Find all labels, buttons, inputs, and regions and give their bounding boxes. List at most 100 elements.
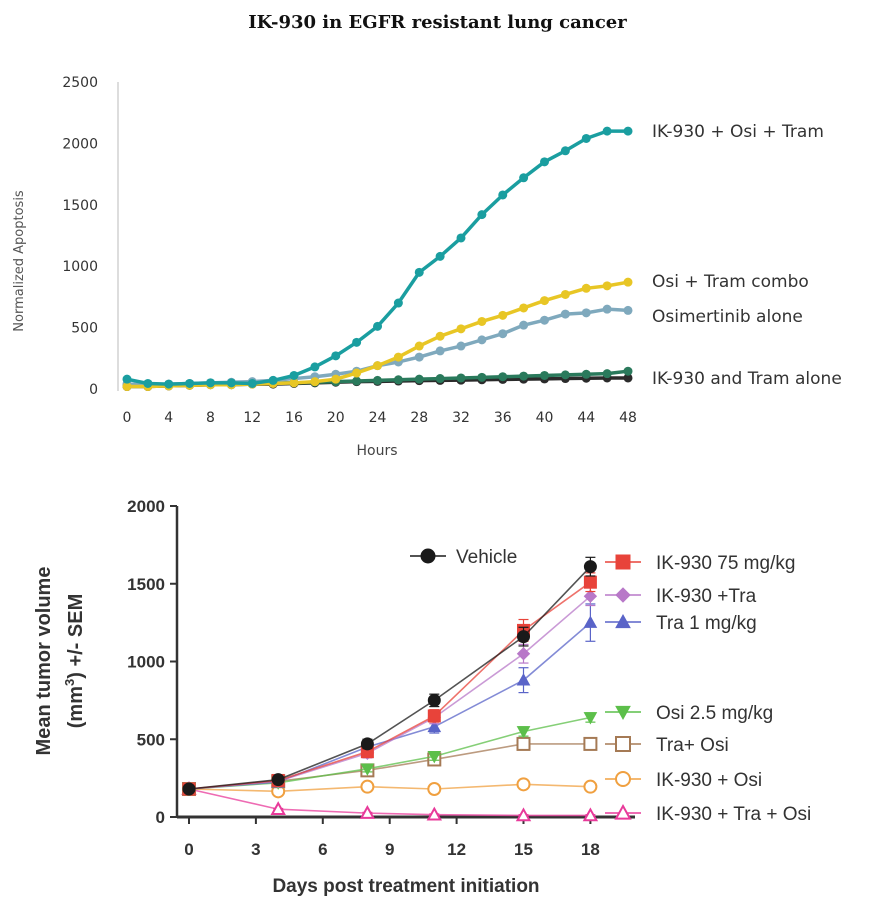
chart1-x-tick-label: 0 [123,410,132,426]
chart1-series-label: Osi + Tram combo [652,272,809,292]
chart1-data-point [185,378,195,388]
chart2-data-point [270,801,286,816]
chart1-data-point [247,378,257,388]
chart2-legend-entry: IK-930 + Osi [605,770,762,791]
chart2-x-axis-label: Days post treatment initiation [272,876,539,897]
chart2-legend-marker [615,613,631,629]
chart2-data-point [517,630,530,644]
chart1-data-point [519,303,529,313]
chart2-y-axis-label-units: (mm3) +/- SEM [62,594,87,728]
chart2-series-line-4 [188,716,591,790]
chart2-series-line-0 [188,566,591,790]
chart2-data-point [516,673,531,686]
chart2-legend-marker [615,554,631,570]
chart1-data-point [602,281,612,291]
chart1-x-tick-label: 20 [327,410,345,426]
chart1-series-label: IK-930 + Osi + Tram [652,122,824,142]
chart2-series-line-6 [188,783,591,793]
chart1-series-line-1 [127,280,629,389]
chart2-y-tick-label: 2000 [127,497,165,516]
chart2-legend-label: Osi 2.5 mg/kg [656,703,773,724]
chart1-x-tick-label: 28 [410,410,428,426]
chart1-x-tick-label: 16 [285,410,303,426]
chart2-x-tick-label: 18 [581,840,600,859]
chart1-data-point [435,374,445,384]
chart2-data-point [583,615,598,628]
chart1-data-point [414,352,424,362]
chart1-data-point [498,372,508,382]
chart1-data-point [206,378,215,388]
chart2-data-point [427,709,441,723]
chart1-data-point [456,324,466,334]
chart2-legend-label: IK-930 75 mg/kg [656,553,795,574]
chart1-data-point [581,283,591,293]
chart2-data-point [582,807,599,822]
chart1-data-point [602,304,612,314]
chart2-data-point [583,575,597,589]
chart1-y-tick-label: 0 [89,382,98,398]
chart1-data-point [519,320,529,330]
chart2-y-tick-label: 1000 [127,653,165,672]
chart1-y-axis-label: Normalized Apoptosis [12,190,27,332]
chart1-data-point [310,377,320,387]
chart1-data-point [540,315,549,325]
chart2-legend-entry: Vehicle [410,547,517,568]
chart1-data-point [122,382,132,392]
chart2-data-point [427,782,442,797]
chart1-data-point [560,309,570,319]
chart1-data-point [498,310,508,320]
chart1-x-tick-label: 32 [452,410,470,426]
chart2-data-point [359,805,376,819]
chart1-series-label: IK-930 and Tram alone [652,369,842,389]
chart1-data-point [414,374,424,384]
chart1-data-point [456,373,466,383]
chart1-y-tick-label: 1500 [62,198,98,214]
chart2-legend-marker [420,548,436,564]
chart2-data-point [360,737,374,751]
chart1-data-point [623,366,633,376]
chart2-data-point [583,589,598,603]
chart2-legend-marker [615,705,631,721]
chart1-data-point [560,370,570,380]
page-title: IK-930 in EGFR resistant lung cancer [248,12,627,33]
chart2-legend-marker [615,736,631,752]
chart1-y-tick-label: 2500 [62,75,98,91]
chart1-data-point [393,352,403,362]
chart1-x-tick-label: 48 [619,410,637,426]
chart1-data-point [414,267,424,277]
chart2-y-tick-label: 0 [156,808,165,827]
chart1-data-point [435,251,445,261]
chart1-data-point [560,289,570,299]
chart2-data-point [271,773,285,787]
chart1-x-tick-label: 44 [577,410,595,426]
chart2-legend-entry: Tra+ Osi [605,735,729,756]
chart1-x-tick-label: 24 [369,410,387,426]
chart2-data-point [583,560,597,574]
chart2-legend-entry: Osi 2.5 mg/kg [605,703,773,724]
chart1-data-point [289,378,299,388]
chart1-data-point [581,308,591,318]
chart1-data-point [268,375,278,385]
chart1-y-tick-label: 2000 [62,136,98,152]
chart2-x-tick-label: 6 [318,840,327,859]
chart1-y-tick-label: 500 [71,321,98,337]
chart2-y-tick-label: 1500 [127,575,165,594]
chart1-data-point [623,277,633,287]
chart2-legend-entry: Tra 1 mg/kg [605,613,757,634]
chart2-data-point [515,807,532,822]
chart1-data-point [602,369,612,379]
chart2-legend-label: IK-930 + Osi [656,770,762,791]
chart1-series-line-2 [126,307,629,387]
chart1-data-point [352,376,362,386]
chart2-legend-entry: IK-930 75 mg/kg [605,553,795,574]
chart1-data-point [519,173,529,183]
chart1-data-point [352,368,362,378]
chart1-data-point [456,341,466,351]
chart2-x-tick-label: 12 [447,840,466,859]
chart1-data-point [143,378,153,388]
chart1-x-tick-label: 8 [206,410,215,426]
chart1-data-point [373,375,382,385]
chart1-data-point [560,146,570,156]
chart2-legend-marker [615,587,631,603]
